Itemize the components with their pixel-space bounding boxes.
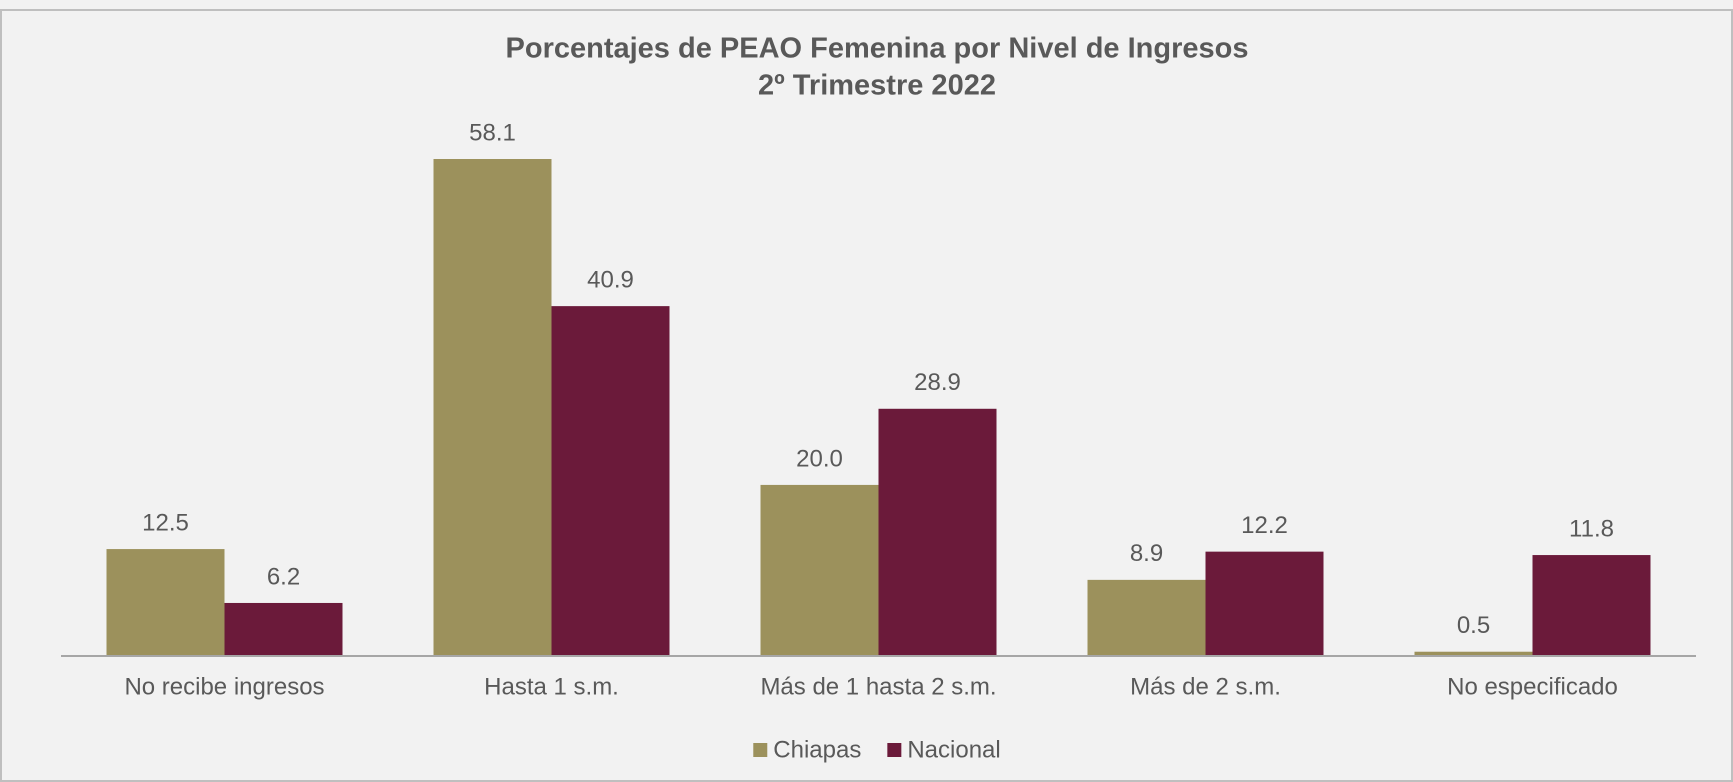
x-tick-label: Más de 1 hasta 2 s.m. xyxy=(760,673,996,700)
data-label: 12.5 xyxy=(142,509,189,536)
legend-label: Chiapas xyxy=(773,736,861,763)
bar xyxy=(106,549,225,656)
x-tick-label: No especificado xyxy=(1447,673,1618,700)
bar xyxy=(1087,579,1206,656)
data-label: 40.9 xyxy=(587,266,634,293)
bar xyxy=(1532,555,1651,656)
bar xyxy=(1205,551,1324,656)
data-label: 0.5 xyxy=(1457,612,1490,639)
x-tick-label: Más de 2 s.m. xyxy=(1130,673,1281,700)
bar xyxy=(433,159,552,656)
data-label: 11.8 xyxy=(1569,515,1614,542)
chart-frame xyxy=(0,9,1733,782)
data-label: 8.9 xyxy=(1130,540,1163,567)
data-label: 58.1 xyxy=(469,119,516,146)
legend-label: Nacional xyxy=(907,736,1000,763)
bar xyxy=(551,306,670,656)
chart-title: Porcentajes de PEAO Femenina por Nivel d… xyxy=(506,33,1249,65)
legend-swatch xyxy=(887,743,902,757)
data-label: 20.0 xyxy=(796,445,843,472)
chart-subtitle: 2º Trimestre 2022 xyxy=(758,70,996,102)
x-tick-label: No recibe ingresos xyxy=(124,673,324,700)
bar xyxy=(760,484,879,656)
data-label: 6.2 xyxy=(267,563,300,590)
data-label: 28.9 xyxy=(914,369,961,396)
data-label: 12.2 xyxy=(1241,512,1288,539)
bar xyxy=(224,602,343,656)
x-tick-label: Hasta 1 s.m. xyxy=(484,673,619,700)
legend-swatch xyxy=(753,743,768,757)
bar xyxy=(1414,651,1533,656)
bar xyxy=(878,408,997,656)
